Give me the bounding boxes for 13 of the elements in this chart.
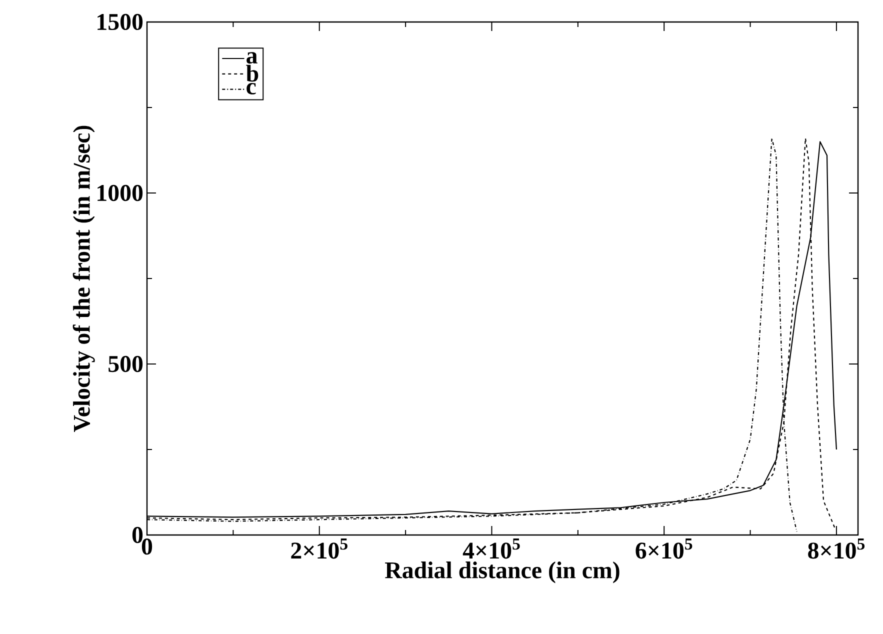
y-tick-label: 1500 bbox=[98, 14, 143, 30]
y-tick-label: 1000 bbox=[98, 184, 143, 202]
y-axis-title: Velocity of the front (in m/sec) bbox=[72, 126, 95, 432]
x-axis-title: Radial distance (in cm) bbox=[385, 562, 620, 584]
y-tick-label: 0 bbox=[132, 526, 143, 544]
legend-label: a bbox=[246, 52, 258, 64]
legend-label: b bbox=[246, 64, 258, 82]
x-tick-label: 8×10$^{5}$ bbox=[808, 538, 865, 559]
y-tick-label: 500 bbox=[108, 356, 143, 372]
x-tick-label: 6×10$^{5}$ bbox=[636, 538, 692, 559]
legend-label: c bbox=[246, 82, 256, 94]
x-tick-label: 2×10$^{5}$ bbox=[291, 538, 348, 559]
x-tick-label: 4×10$^{5}$ bbox=[462, 538, 520, 559]
